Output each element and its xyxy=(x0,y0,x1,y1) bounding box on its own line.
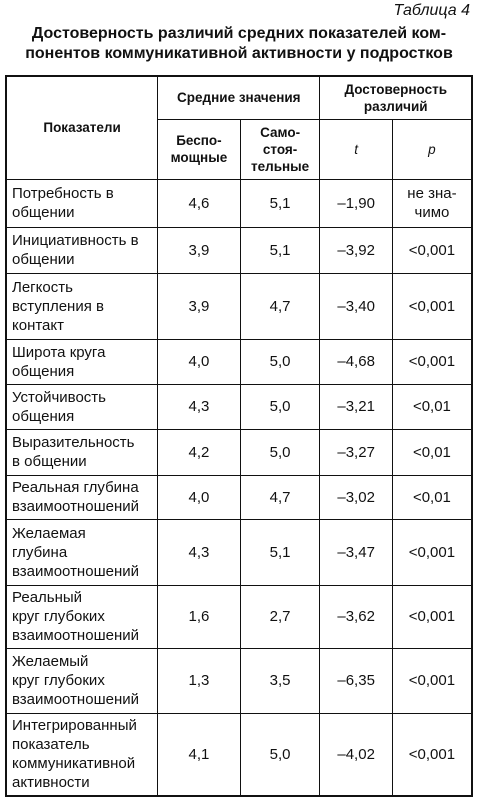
table-cell: 5,1 xyxy=(239,518,321,586)
table-row: Потребность в общении 4,6 5,1 –1,90 не зна- … xyxy=(5,178,473,228)
header-cell: Показатели xyxy=(5,75,159,180)
table-cell: 3,9 xyxy=(157,272,241,340)
table-cell: –4,68 xyxy=(319,338,393,385)
row-label: Потребность в общении xyxy=(5,178,159,228)
table-row: Устойчивость общения 4,3 5,0 –3,21 <0,01 xyxy=(5,383,473,430)
table-cell: 5,1 xyxy=(239,226,321,274)
table-cell: 5,0 xyxy=(239,383,321,430)
table-row: Реальный круг глубоких взаимоотношений 1,… xyxy=(5,584,473,649)
table-cell: <0,01 xyxy=(391,474,473,520)
row-label: Реальный круг глубоких взаимоотношений xyxy=(5,584,159,649)
table-cell: 5,0 xyxy=(239,428,321,476)
table-row: Выразительность в общении 4,2 5,0 –3,27 <0,0… xyxy=(5,428,473,476)
row-label: Интегрированный показатель коммуникативн… xyxy=(5,712,159,797)
table-cell: 1,6 xyxy=(157,584,241,649)
table-cell: 5,0 xyxy=(239,712,321,797)
data-table: Показатели Средние значения Достоверность … xyxy=(5,75,473,797)
table-cell: <0,001 xyxy=(391,584,473,649)
table-cell: <0,001 xyxy=(391,518,473,586)
table-cell: 4,2 xyxy=(157,428,241,476)
table-cell: <0,01 xyxy=(391,383,473,430)
table-cell: <0,001 xyxy=(391,647,473,714)
table-cell: <0,01 xyxy=(391,428,473,476)
table-cell: –6,35 xyxy=(319,647,393,714)
table-cell: –3,92 xyxy=(319,226,393,274)
table-row: Инициативность в общении 3,9 5,1 –3,92 <0,00… xyxy=(5,226,473,274)
table-cell: 4,3 xyxy=(157,383,241,430)
header-cell: Средние значения xyxy=(157,75,321,120)
table-cell: 1,3 xyxy=(157,647,241,714)
table-cell: 3,5 xyxy=(239,647,321,714)
row-label: Выразительность в общении xyxy=(5,428,159,476)
table-cell: не зна- чимо xyxy=(391,178,473,228)
table-cell: 4,7 xyxy=(239,272,321,340)
header-cell: Достоверность различий xyxy=(319,75,473,120)
header-row: Показатели Средние значения Достоверность … xyxy=(5,75,473,180)
row-label: Реальная глубина взаимоотношений xyxy=(5,474,159,520)
table-cell: –3,40 xyxy=(319,272,393,340)
table-cell: 4,1 xyxy=(157,712,241,797)
table-cell: –1,90 xyxy=(319,178,393,228)
table-cell: 4,6 xyxy=(157,178,241,228)
table-cell: –3,21 xyxy=(319,383,393,430)
header-cell: Беспо- мощные xyxy=(157,118,241,180)
table-cell: –3,47 xyxy=(319,518,393,586)
table-cell: 2,7 xyxy=(239,584,321,649)
table-row: Интегрированный показатель коммуникативн… xyxy=(5,712,473,797)
table-row: Легкость вступления в контакт 3,9 4,7 –3,40… xyxy=(5,272,473,340)
row-label: Желаемая глубина взаимоотношений xyxy=(5,518,159,586)
row-label: Легкость вступления в контакт xyxy=(5,272,159,340)
header-cell: Само- стоя- тельные xyxy=(239,118,321,180)
table-title: Достоверность различий средних показател… xyxy=(25,25,453,62)
table-cell: –3,27 xyxy=(319,428,393,476)
table-cell: –3,02 xyxy=(319,474,393,520)
row-label: Инициативность в общении xyxy=(5,226,159,274)
table-cell: 3,9 xyxy=(157,226,241,274)
table-cell: –4,02 xyxy=(319,712,393,797)
table-cell: 5,1 xyxy=(239,178,321,228)
header-cell: p xyxy=(391,118,473,180)
table-row: Желаемый круг глубоких взаимоотношений 1,… xyxy=(5,647,473,714)
table-cell: 5,0 xyxy=(239,338,321,385)
table-cell: 4,3 xyxy=(157,518,241,586)
table-cell: 4,7 xyxy=(239,474,321,520)
table-cell: <0,001 xyxy=(391,226,473,274)
table-cell: 4,0 xyxy=(157,338,241,385)
header-cell: t xyxy=(319,118,393,180)
table-row: Реальная глубина взаимоотношений 4,0 4,7 –3… xyxy=(5,474,473,520)
table-cell: –3,62 xyxy=(319,584,393,649)
table-cell: <0,001 xyxy=(391,272,473,340)
table-row: Широта круга общения 4,0 5,0 –4,68 <0,001 xyxy=(5,338,473,385)
row-label: Широта круга общения xyxy=(5,338,159,385)
table-cell: <0,001 xyxy=(391,338,473,385)
table-cell: 4,0 xyxy=(157,474,241,520)
header-row: Беспо- мощные Само- стоя- тельные t p xyxy=(6,118,473,180)
row-label: Устойчивость общения xyxy=(5,383,159,430)
row-label: Желаемый круг глубоких взаимоотношений xyxy=(5,647,159,714)
table-row: Желаемая глубина взаимоотношений 4,3 5,1 –3… xyxy=(5,518,473,586)
table-cell: <0,001 xyxy=(391,712,473,797)
table-caption: Таблица 4 xyxy=(393,2,470,19)
